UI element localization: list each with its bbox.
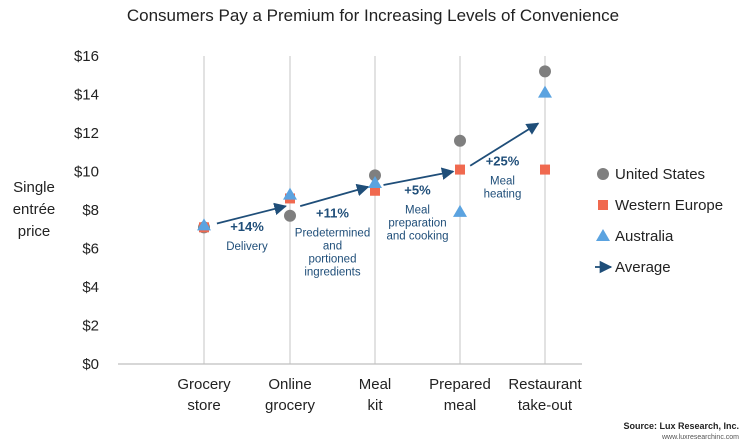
annotation-text: heating: [484, 189, 522, 201]
data-markers: [197, 65, 552, 234]
annotations: +14% Delivery +11% Predeterminedandportione…: [226, 154, 521, 279]
average-arrows: [216, 122, 540, 225]
annotation-percent: +11%: [316, 206, 349, 221]
annotation-text: and: [323, 241, 342, 253]
y-tick-label: $0: [82, 356, 99, 373]
legend-marker: [597, 168, 609, 180]
annotation-text: Meal: [490, 176, 515, 188]
y-tick-label: $4: [82, 279, 99, 296]
annotation-text: ingredients: [304, 267, 361, 279]
data-point: [283, 187, 297, 200]
x-category-label: Restaurant: [508, 376, 582, 393]
annotation-text: Predetermined: [295, 228, 370, 240]
average-arrow: [383, 167, 455, 186]
y-tick-label: $16: [74, 48, 99, 65]
x-category-label: Online: [268, 376, 311, 393]
annotation-text: and cooking: [386, 231, 448, 243]
legend-marker: [598, 200, 608, 210]
average-arrow: [299, 183, 370, 208]
y-tick-label: $14: [74, 87, 99, 104]
data-point: [284, 209, 296, 222]
y-axis-label-line: entrée: [13, 201, 56, 218]
average-arrow: [216, 202, 287, 225]
y-axis-label-line: Single: [13, 179, 55, 196]
source-url: www.luxresearchinc.com: [661, 434, 739, 441]
x-category-label: kit: [368, 397, 384, 414]
x-category-label: grocery: [265, 397, 316, 414]
legend-label: Australia: [615, 228, 674, 245]
y-tick-label: $6: [82, 241, 99, 258]
legend-label: United States: [615, 166, 705, 183]
x-category-label: meal: [444, 397, 477, 414]
data-point: [453, 204, 467, 217]
x-axis-categories: Grocery store Online grocery Meal kit Prepared…: [177, 376, 582, 414]
annotation-text: Meal: [405, 205, 430, 217]
data-point: [197, 218, 211, 231]
average-arrow: [469, 122, 540, 167]
annotation-text: preparation: [388, 218, 446, 230]
y-tick-label: $12: [74, 125, 99, 142]
data-point: [538, 85, 552, 98]
y-axis-label: Single entrée price: [13, 179, 56, 240]
x-category-label: store: [187, 397, 220, 414]
annotation-percent: +5%: [404, 183, 431, 198]
legend-marker: [596, 229, 610, 241]
source-text: Source: Lux Research, Inc.: [623, 421, 739, 431]
gridlines: [203, 56, 546, 364]
annotation-percent: +14%: [230, 219, 264, 234]
data-point: [539, 65, 551, 78]
y-axis-ticks: $0 $2 $4 $6 $8 $10 $12 $14 $16: [74, 48, 99, 373]
annotation-percent: +25%: [486, 154, 520, 169]
x-category-label: Prepared: [429, 376, 491, 393]
data-point: [368, 176, 382, 189]
legend: United States Western Europe Australia Aver…: [595, 166, 723, 276]
data-point: [455, 164, 465, 175]
legend-label: Western Europe: [615, 197, 723, 214]
data-point: [370, 185, 380, 196]
x-category-label: take-out: [518, 397, 573, 414]
x-category-label: Meal: [359, 376, 392, 393]
legend-label: Average: [615, 259, 671, 276]
x-category-label: Grocery: [177, 376, 231, 393]
source-note: Source: Lux Research, Inc. www.luxresearc…: [623, 421, 739, 441]
data-point: [454, 134, 466, 147]
data-point: [369, 169, 381, 182]
annotation-text: Delivery: [226, 241, 268, 253]
y-tick-label: $2: [82, 318, 99, 335]
y-axis-label-line: price: [18, 223, 51, 240]
chart-title: Consumers Pay a Premium for Increasing L…: [127, 6, 619, 25]
annotation-text: portioned: [309, 254, 357, 266]
data-point: [540, 164, 550, 175]
y-tick-label: $8: [82, 202, 99, 219]
y-tick-label: $10: [74, 164, 99, 181]
